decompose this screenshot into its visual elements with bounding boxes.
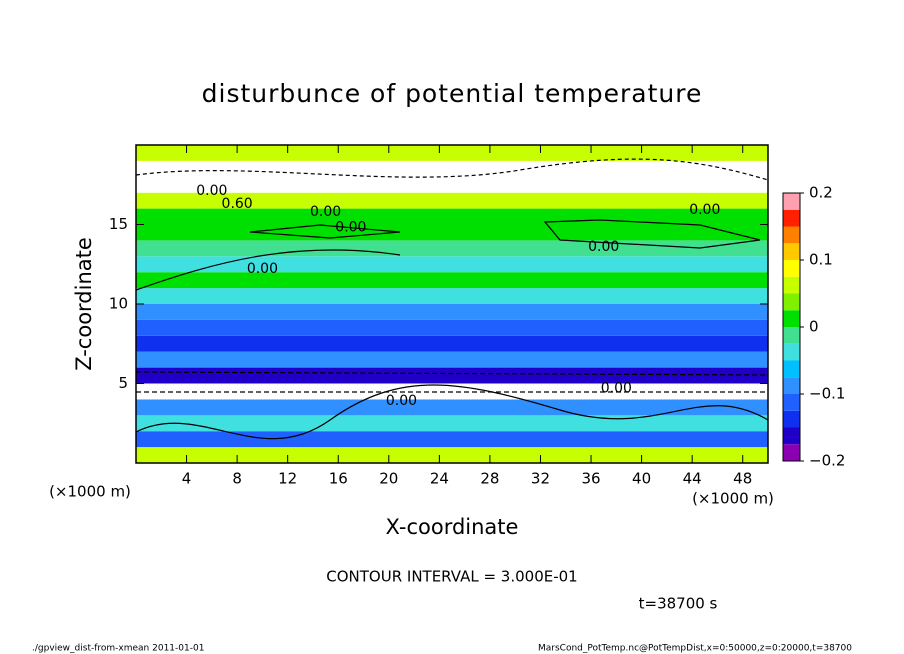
colorbar-cell — [783, 193, 800, 210]
heat-cell — [136, 272, 768, 289]
contour-label: 0.00 — [601, 380, 632, 396]
x-tick-label: 4 — [182, 470, 192, 488]
contour-line — [135, 384, 769, 440]
contour-label: 0.00 — [310, 204, 341, 220]
x-tick-label: 40 — [632, 470, 651, 488]
colorbar-tick-label: −0.2 — [809, 452, 845, 470]
chart-title: disturbunce of potential temperature — [202, 79, 703, 108]
x-tick-label: 28 — [480, 470, 499, 488]
colorbar-cell — [783, 293, 800, 311]
footer-right: MarsCond_PotTemp.nc@PotTempDist,x=0:5000… — [538, 644, 852, 654]
x-unit-left: (×1000 m) — [49, 483, 131, 501]
x-tick-label: 32 — [531, 470, 550, 488]
colorbar-cell — [783, 209, 800, 227]
colorbar-cell — [783, 410, 800, 428]
contour-line — [249, 224, 401, 239]
heat-cell — [136, 319, 768, 336]
time-label: t=38700 s — [639, 595, 718, 613]
colorbar-cell — [783, 343, 800, 361]
colorbar-cell — [783, 427, 800, 445]
contour-label: 0.00 — [588, 239, 619, 255]
colorbar-cell — [783, 243, 800, 260]
colorbar-cell — [783, 260, 800, 277]
x-tick-label: 8 — [232, 470, 242, 488]
contour-label: 0.00 — [247, 261, 278, 277]
x-tick-label: 24 — [430, 470, 449, 488]
heat-cell — [136, 224, 768, 241]
heat-cell — [136, 351, 768, 368]
heat-cell — [136, 367, 768, 384]
contour-label: 0.00 — [196, 183, 227, 199]
contour-label: 0.00 — [386, 393, 417, 409]
x-tick-label: 44 — [683, 470, 702, 488]
colorbar-cell — [783, 377, 800, 394]
contour-label: 0.00 — [689, 202, 720, 218]
x-axis-label: X-coordinate — [386, 515, 519, 539]
x-tick-label: 20 — [379, 470, 398, 488]
y-axis-label: Z-coordinate — [72, 237, 96, 371]
colorbar-cell — [783, 327, 800, 344]
contour-line — [543, 219, 761, 249]
heat-cell — [136, 160, 768, 177]
contour-interval: CONTOUR INTERVAL = 3.000E-01 — [326, 568, 577, 586]
colorbar-cell — [783, 226, 800, 244]
footer-left: ./gpview_dist-from-xmean 2011-01-01 — [32, 644, 204, 654]
colorbar-cell — [783, 276, 800, 294]
y-tick-label: 5 — [118, 374, 128, 392]
x-unit-right: (×1000 m) — [692, 490, 774, 508]
x-tick-label: 12 — [278, 470, 297, 488]
heat-cell — [136, 399, 768, 416]
y-tick-label: 10 — [109, 295, 128, 313]
heat-cell — [136, 335, 768, 352]
contour-line — [135, 249, 401, 291]
colorbar-cell — [783, 360, 800, 378]
colorbar-tick-label: −0.1 — [809, 385, 845, 403]
colorbar-tick-label: 0 — [809, 318, 819, 336]
colorbar-tick-label: 0.2 — [809, 184, 833, 202]
x-tick-label: 16 — [329, 470, 348, 488]
colorbar-cell — [783, 394, 800, 411]
heat-cell — [136, 176, 768, 193]
x-tick-label: 48 — [733, 470, 752, 488]
heat-cell — [136, 240, 768, 257]
heat-cell — [136, 304, 768, 320]
heat-cell — [136, 415, 768, 432]
contour-line — [135, 158, 769, 181]
colorbar-cell — [783, 310, 800, 327]
x-tick-label: 36 — [581, 470, 600, 488]
colorbar-cell — [783, 444, 800, 461]
y-tick-label: 15 — [109, 215, 128, 233]
heat-cell — [136, 145, 768, 161]
contour-label: 0.60 — [222, 196, 253, 212]
heat-cell — [136, 192, 768, 209]
colorbar-tick-label: 0.1 — [809, 251, 833, 269]
heat-cell — [136, 256, 768, 273]
contour-line — [135, 371, 769, 376]
heat-cell — [136, 431, 768, 448]
heat-cell — [136, 288, 768, 304]
contour-label: 0.00 — [335, 220, 366, 236]
heat-cell — [136, 447, 768, 463]
